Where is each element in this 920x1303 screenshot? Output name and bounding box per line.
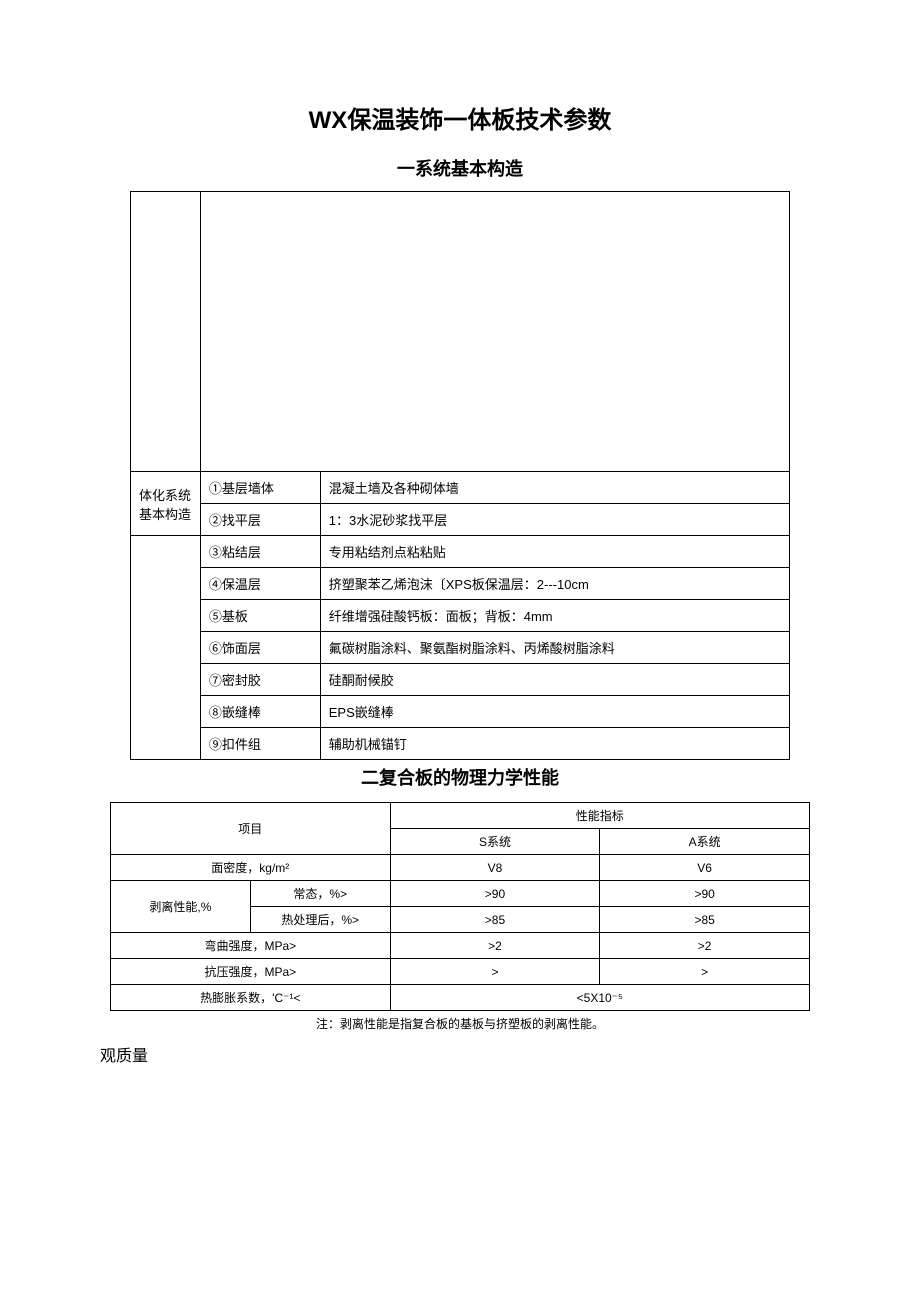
item-num: ⑤基板 bbox=[200, 600, 320, 632]
blank-cell bbox=[200, 192, 789, 472]
item-desc: 硅酮耐候胶 bbox=[320, 664, 789, 696]
header-item: 项目 bbox=[111, 803, 391, 855]
table-row: 热膨胀系数，'C⁻¹< <5X10⁻⁵ bbox=[111, 985, 810, 1011]
table-row: ④保温层 挤塑聚苯乙烯泡沫〔XPS板保温层：2---10cm bbox=[131, 568, 790, 600]
item-desc: 氟碳树脂涂料、聚氨酯树脂涂料、丙烯酸树脂涂料 bbox=[320, 632, 789, 664]
table-row: 体化系统基本构造 ①基层墙体 混凝土墙及各种砌体墙 bbox=[131, 472, 790, 504]
prop-sublabel: 热处理后，%> bbox=[250, 907, 390, 933]
table-row: ③粘结层 专用粘结剂点粘粘贴 bbox=[131, 536, 790, 568]
table-row: 面密度，kg/m² V8 V6 bbox=[111, 855, 810, 881]
structure-table: 体化系统基本构造 ①基层墙体 混凝土墙及各种砌体墙 ②找平层 1：3水泥砂浆找平… bbox=[130, 191, 790, 760]
table-row: 项目 性能指标 bbox=[111, 803, 810, 829]
prop-value: V8 bbox=[390, 855, 600, 881]
blank-cell bbox=[131, 192, 201, 472]
item-desc: 1：3水泥砂浆找平层 bbox=[320, 504, 789, 536]
item-num: ③粘结层 bbox=[200, 536, 320, 568]
prop-value: >90 bbox=[390, 881, 600, 907]
item-desc: 混凝土墙及各种砌体墙 bbox=[320, 472, 789, 504]
properties-table: 项目 性能指标 S系统 A系统 面密度，kg/m² V8 V6 剥离性能,% 常… bbox=[110, 802, 810, 1011]
section3-title: 观质量 bbox=[100, 1042, 820, 1066]
section2-title: 二复合板的物理力学性能 bbox=[100, 764, 820, 790]
table-row: ②找平层 1：3水泥砂浆找平层 bbox=[131, 504, 790, 536]
blank-cell bbox=[131, 536, 201, 760]
rowspan-label: 体化系统基本构造 bbox=[131, 472, 201, 536]
prop-value: >85 bbox=[600, 907, 810, 933]
prop-value: > bbox=[600, 959, 810, 985]
table-row: 弯曲强度，MPa> >2 >2 bbox=[111, 933, 810, 959]
header-s: S系统 bbox=[390, 829, 600, 855]
item-num: ①基层墙体 bbox=[200, 472, 320, 504]
prop-value: >2 bbox=[390, 933, 600, 959]
item-num: ⑥饰面层 bbox=[200, 632, 320, 664]
main-title: WX保温装饰一体板技术参数 bbox=[100, 100, 820, 135]
item-desc: 纤维增强硅酸钙板：面板；背板：4mm bbox=[320, 600, 789, 632]
table-row bbox=[131, 192, 790, 472]
item-desc: 专用粘结剂点粘粘贴 bbox=[320, 536, 789, 568]
item-num: ②找平层 bbox=[200, 504, 320, 536]
table-row: ⑥饰面层 氟碳树脂涂料、聚氨酯树脂涂料、丙烯酸树脂涂料 bbox=[131, 632, 790, 664]
header-perf: 性能指标 bbox=[390, 803, 809, 829]
item-num: ⑧嵌缝棒 bbox=[200, 696, 320, 728]
prop-value: >85 bbox=[390, 907, 600, 933]
table-row: ⑦密封胶 硅酮耐候胶 bbox=[131, 664, 790, 696]
prop-value: <5X10⁻⁵ bbox=[390, 985, 809, 1011]
prop-value: >2 bbox=[600, 933, 810, 959]
prop-label: 热膨胀系数，'C⁻¹< bbox=[111, 985, 391, 1011]
prop-label: 面密度，kg/m² bbox=[111, 855, 391, 881]
prop-value: V6 bbox=[600, 855, 810, 881]
table-row: 剥离性能,% 常态，%> >90 >90 bbox=[111, 881, 810, 907]
item-num: ⑦密封胶 bbox=[200, 664, 320, 696]
item-desc: 挤塑聚苯乙烯泡沫〔XPS板保温层：2---10cm bbox=[320, 568, 789, 600]
item-desc: 辅助机械锚钉 bbox=[320, 728, 789, 760]
table-row: ⑨扣件组 辅助机械锚钉 bbox=[131, 728, 790, 760]
prop-label: 剥离性能,% bbox=[111, 881, 251, 933]
prop-label: 弯曲强度，MPa> bbox=[111, 933, 391, 959]
prop-sublabel: 常态，%> bbox=[250, 881, 390, 907]
prop-value: > bbox=[390, 959, 600, 985]
prop-label: 抗压强度，MPa> bbox=[111, 959, 391, 985]
prop-value: >90 bbox=[600, 881, 810, 907]
item-num: ④保温层 bbox=[200, 568, 320, 600]
table2-note: 注：剥离性能是指复合板的基板与挤塑板的剥离性能。 bbox=[100, 1015, 820, 1032]
table-row: ⑤基板 纤维增强硅酸钙板：面板；背板：4mm bbox=[131, 600, 790, 632]
table-row: 抗压强度，MPa> > > bbox=[111, 959, 810, 985]
section1-title: 一系统基本构造 bbox=[100, 155, 820, 181]
item-num: ⑨扣件组 bbox=[200, 728, 320, 760]
table-row: ⑧嵌缝棒 EPS嵌缝棒 bbox=[131, 696, 790, 728]
header-a: A系统 bbox=[600, 829, 810, 855]
item-desc: EPS嵌缝棒 bbox=[320, 696, 789, 728]
